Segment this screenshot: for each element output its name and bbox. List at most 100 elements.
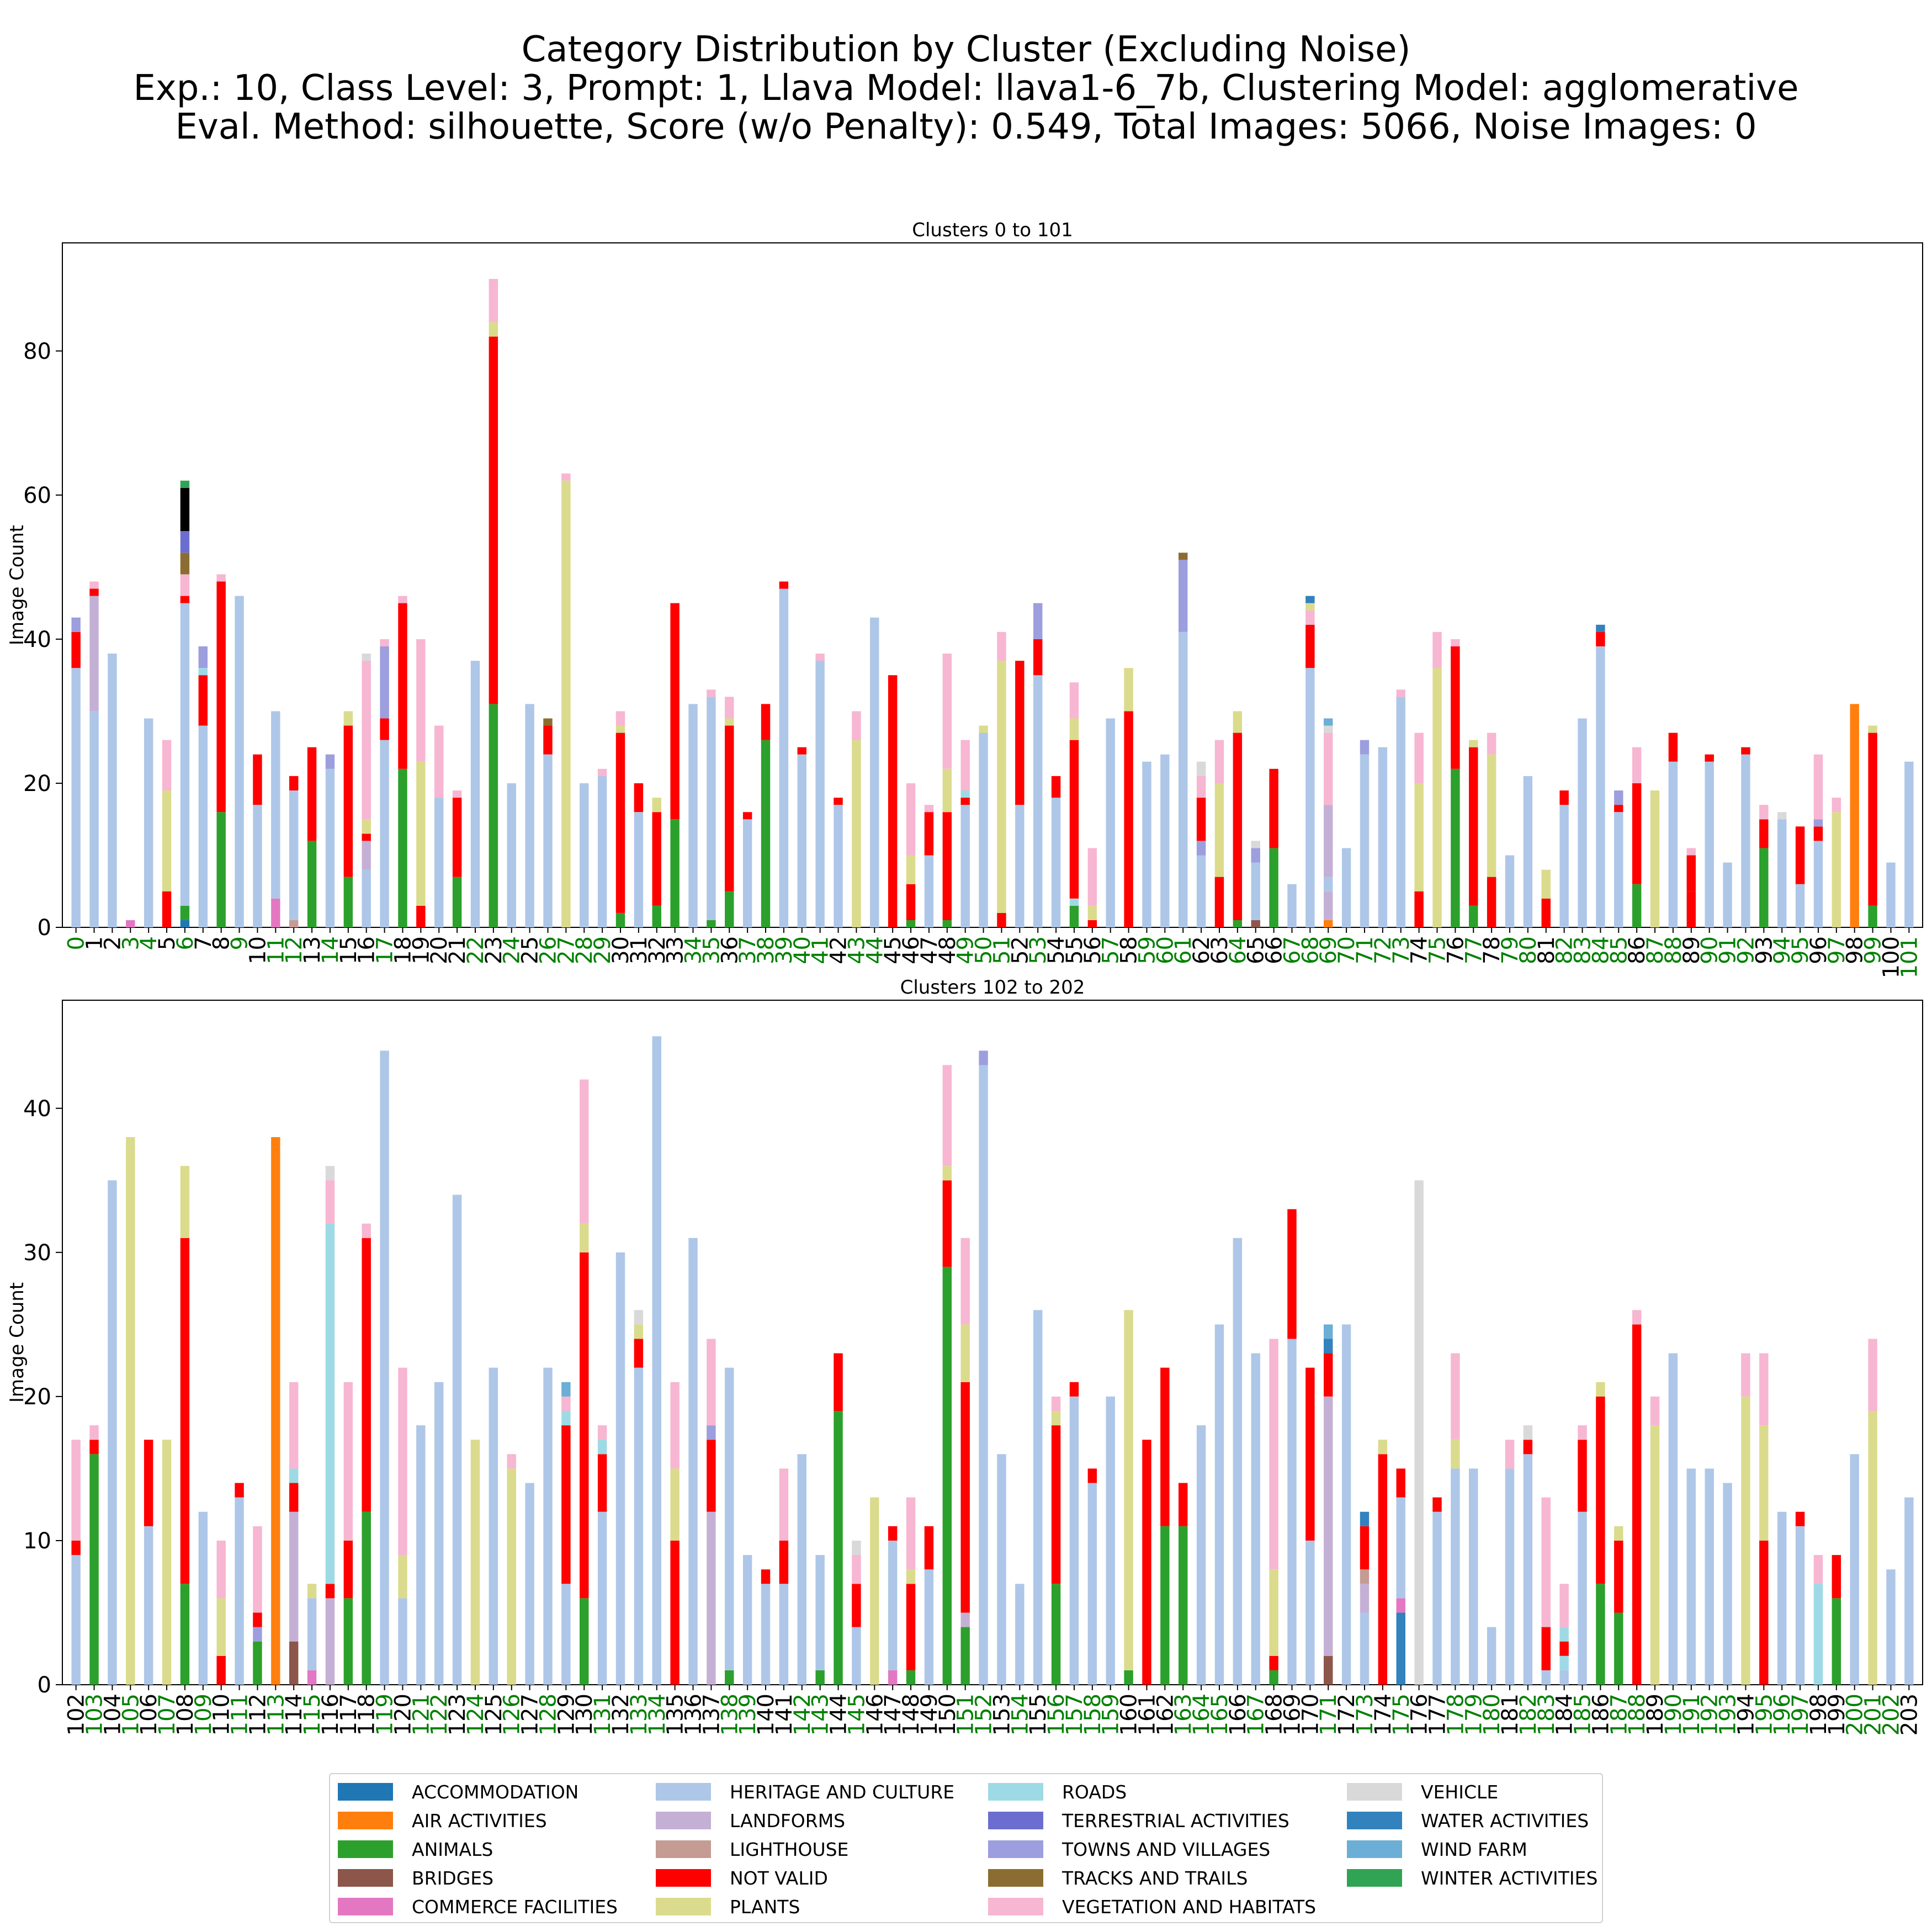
bar-segment-heritage-and-culture [1287,884,1297,927]
bar-segment-plants [398,1555,407,1599]
bar-segment-vegetation-and-habitats [1759,1353,1769,1426]
bar-segment-not-valid [1124,711,1133,927]
bar-segment-plants [725,718,734,726]
x-tick-label: 181 [1498,1694,1523,1735]
bar-segment-not-valid [670,1540,680,1685]
bar-segment-heritage-and-culture [1432,1511,1442,1685]
bar-segment-animals [1233,920,1243,927]
bar-segment-heritage-and-culture [1559,1670,1569,1685]
x-tick-label: 64 [1225,936,1251,964]
bar-segment-heritage-and-culture [380,1050,389,1685]
bar-segment-animals [89,1454,99,1685]
x-tick-label: 131 [590,1694,615,1735]
bar-segment-animals [1069,905,1079,927]
bar-segment-vehicle [325,1166,335,1181]
bar-segment-vegetation-and-habitats [71,1440,81,1541]
legend-swatch [338,1840,393,1858]
x-tick-label: 140 [753,1694,779,1735]
x-tick-label: 9 [227,936,253,950]
x-tick-label: 56 [1080,936,1106,964]
x-tick-label: 118 [354,1694,380,1735]
y-tick-label: 60 [23,483,51,508]
bar-segment-vegetation-and-habitats [362,1223,371,1238]
x-tick-label: 112 [245,1694,270,1735]
bar-segment-plants [1469,740,1478,747]
x-tick-label: 75 [1425,936,1451,964]
bar-segment-heritage-and-culture [1360,1612,1370,1685]
bar-segment-heritage-and-culture [597,1511,607,1685]
x-tick-label: 160 [1117,1694,1142,1735]
bar-segment-animals [906,920,916,927]
bar-segment-heritage-and-culture [1378,747,1388,927]
x-tick-label: 114 [282,1694,307,1735]
x-tick-label: 6 [173,936,198,950]
y-tick-label: 20 [23,1384,51,1410]
bar-segment-plants [162,1440,172,1685]
bar-segment-roads [325,1223,335,1584]
bar-segment-heritage-and-culture [1251,862,1260,920]
bar-segment-not-valid [1596,631,1605,646]
x-tick-label: 98 [1843,936,1868,964]
bar-segment-vegetation-and-habitats [289,1382,299,1469]
x-tick-label: 29 [590,936,615,964]
x-tick-label: 23 [481,936,507,964]
bar-segment-roads [561,1411,571,1426]
x-tick-label: 158 [1080,1694,1106,1735]
x-tick-label: 113 [263,1694,289,1735]
x-tick-label: 123 [445,1694,470,1735]
x-tick-label: 91 [1716,936,1741,964]
x-tick-label: 138 [717,1694,742,1735]
bar-segment-heritage-and-culture [1705,761,1714,927]
bar-segment-E [180,487,190,532]
x-tick-label: 104 [100,1694,125,1735]
legend-item: BRIDGES [338,1867,493,1889]
bar-segment-heritage-and-culture [1578,1511,1587,1685]
legend-item: AIR ACTIVITIES [338,1809,547,1832]
plot-area-frame [62,242,1923,928]
x-tick-label: 40 [790,936,815,964]
legend-item: LIGHTHOUSE [656,1838,848,1860]
x-tick-label: 148 [899,1694,924,1735]
x-tick-label: 14 [318,936,343,964]
x-tick-label: 135 [663,1694,688,1735]
bar-segment-air-activities [271,1137,280,1685]
bar-segment-towns-and-villages [1813,819,1823,827]
bar-segment-water-activities [1324,1339,1333,1354]
x-tick-label: 191 [1679,1694,1705,1735]
bar-segment-heritage-and-culture [634,1367,644,1685]
x-tick-label: 193 [1716,1694,1741,1735]
bar-segment-heritage-and-culture [271,711,280,899]
x-tick-label: 25 [518,936,543,964]
bar-segment-heritage-and-culture [507,783,516,927]
bar-segment-not-valid [1087,1468,1097,1483]
bar-segment-not-valid [1596,1396,1605,1584]
legend-item: VEGETATION AND HABITATS [988,1896,1316,1918]
bar-segment-towns-and-villages [1196,841,1206,856]
bar-segment-plants [489,322,498,337]
bar-segment-not-valid [1160,1367,1170,1526]
bar-segment-animals [580,1598,589,1685]
x-tick-label: 122 [427,1694,452,1735]
legend-label: TERRESTRIAL ACTIVITIES [1062,1809,1289,1832]
x-tick-label: 15 [336,936,362,964]
bar-segment-plants [126,1137,135,1685]
bar-segment-water-activities [1360,1511,1370,1526]
bar-segment-not-valid [725,725,734,891]
bar-segment-not-valid [1033,639,1043,676]
bar-segment-heritage-and-culture [253,805,262,927]
bar-segment-heritage-and-culture [108,654,117,927]
bar-segment-heritage-and-culture [1214,1324,1224,1685]
legend-label: ANIMALS [412,1838,493,1860]
bar-segment-not-valid [1069,740,1079,899]
bar-segment-lighthouse [1360,1569,1370,1584]
bar-segment-plants [1759,1425,1769,1541]
x-tick-label: 159 [1098,1694,1124,1735]
bar-segment-animals [1469,905,1478,927]
bar-segment-heritage-and-culture [489,1367,498,1685]
bar-segment-vegetation-and-habitats [216,574,226,582]
bar-segment-heritage-and-culture [398,1598,407,1685]
x-tick-label: 89 [1679,936,1705,964]
y-tick-label: 30 [23,1240,51,1266]
bar-segment-not-valid [362,1238,371,1512]
bar-segment-not-valid [652,812,661,906]
